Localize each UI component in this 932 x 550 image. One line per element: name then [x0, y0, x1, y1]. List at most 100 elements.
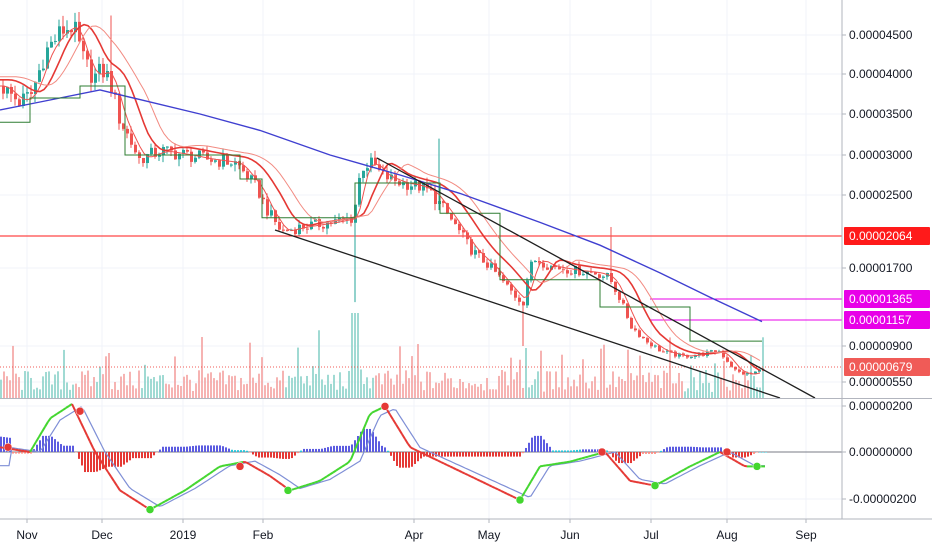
volume-bar: [687, 388, 689, 398]
volume-bar: [3, 371, 5, 398]
baseline-line: [0, 85, 762, 342]
candle-body: [630, 317, 633, 329]
oscillator-histogram-bar: [615, 452, 617, 461]
oscillator-histogram-bar: [669, 446, 671, 452]
candle-body: [78, 21, 81, 42]
volume-bar: [159, 375, 161, 398]
oscillator-line-segment: [701, 458, 706, 462]
oscillator-line-segment: [98, 457, 103, 464]
oscillator-histogram-bar: [654, 452, 656, 454]
oscillator-cross-marker: [380, 402, 390, 411]
oscillator-line-segment: [419, 451, 424, 455]
oscillator-histogram-bar: [648, 452, 650, 454]
oscillator-line-segment: [695, 461, 700, 465]
oscillator-histogram-bar: [234, 450, 236, 452]
candle-body: [366, 168, 369, 171]
oscillator-pane: [0, 402, 842, 514]
oscillator-histogram-bar: [174, 446, 176, 452]
oscillator-line-segment: [227, 463, 232, 466]
oscillator-histogram-bar: [351, 444, 353, 452]
oscillator-line-segment: [536, 465, 541, 472]
volume-bar: [366, 377, 368, 398]
candle-body: [26, 92, 29, 94]
volume-bar: [747, 380, 749, 398]
volume-bar: [513, 379, 515, 398]
candle-body: [738, 369, 741, 372]
oscillator-line-segment: [71, 403, 76, 411]
oscillator-line-segment: [635, 481, 640, 484]
volume-bar: [105, 356, 107, 398]
volume-bar: [504, 371, 506, 398]
oscillator-tick-label: 0.00000000: [849, 445, 913, 459]
oscillator-line-segment: [248, 463, 253, 467]
oscillator-line-segment: [167, 497, 172, 501]
volume-bar: [264, 385, 266, 398]
volume-bar: [345, 388, 347, 398]
volume-bar: [690, 365, 692, 398]
oscillator-histogram-bar: [744, 452, 746, 458]
candle-body: [306, 228, 309, 230]
candle-body: [722, 351, 725, 358]
oscillator-line-segment: [452, 466, 457, 471]
oscillator-histogram-bar: [24, 452, 26, 454]
oscillator-line-segment: [440, 461, 445, 465]
volume-bar: [39, 389, 41, 398]
volume-bar: [210, 372, 212, 398]
oscillator-line-segment: [65, 405, 70, 409]
oscillator-histogram-bar: [381, 445, 383, 452]
time-tick-label: Sep: [795, 528, 817, 542]
volume-bar: [567, 377, 569, 398]
candle-body: [558, 266, 561, 270]
oscillator-line-segment: [11, 448, 16, 451]
oscillator-line-segment: [428, 455, 433, 459]
volume-bar: [96, 381, 98, 398]
oscillator-histogram-bar: [513, 452, 515, 457]
volume-bar: [405, 370, 407, 398]
volume-bar: [225, 384, 227, 398]
oscillator-histogram-bar: [429, 452, 431, 457]
candle-body: [54, 40, 57, 42]
volume-bar: [456, 388, 458, 398]
volume-bar: [627, 349, 629, 398]
volume-bar: [243, 384, 245, 398]
candle-body: [462, 230, 465, 233]
volume-bar: [576, 386, 578, 398]
oscillator-line-segment: [368, 411, 373, 417]
volume-bar: [69, 389, 71, 398]
oscillator-histogram-bar: [549, 446, 551, 452]
oscillator-histogram-bar: [378, 441, 380, 452]
oscillator-histogram-bar: [339, 445, 341, 452]
candle-body: [478, 250, 481, 254]
candle-body: [746, 373, 749, 375]
oscillator-line-segment: [131, 497, 136, 501]
volume-bar: [393, 384, 395, 398]
candle-body: [618, 291, 621, 300]
oscillator-line-segment: [29, 446, 34, 453]
candle-body: [742, 371, 745, 375]
volume-bar: [192, 390, 194, 398]
oscillator-histogram-bar: [738, 452, 740, 458]
oscillator-line-segment: [359, 430, 364, 438]
volume-bar: [138, 370, 140, 398]
volume-bar: [183, 376, 185, 398]
oscillator-histogram-bar: [405, 452, 407, 468]
oscillator-line-segment: [446, 464, 451, 468]
time-tick-label: Apr: [405, 528, 424, 542]
candle-body: [582, 274, 585, 276]
volume-bar: [93, 377, 95, 398]
oscillator-histogram-bar: [678, 446, 680, 452]
oscillator-histogram-bar: [57, 441, 59, 452]
oscillator-histogram-bar: [312, 448, 314, 452]
oscillator-histogram-bar: [51, 436, 53, 452]
oscillator-line-segment: [641, 482, 646, 485]
volume-bar: [543, 391, 545, 398]
oscillator-histogram-bar: [156, 452, 158, 453]
volume-bar: [273, 388, 275, 398]
oscillator-histogram-bar: [714, 447, 716, 452]
oscillator-line-segment: [512, 495, 517, 499]
oscillator-line-segment: [326, 473, 331, 478]
volume-bar: [693, 377, 695, 398]
volume-bar: [552, 389, 554, 398]
candle-body: [754, 371, 757, 374]
